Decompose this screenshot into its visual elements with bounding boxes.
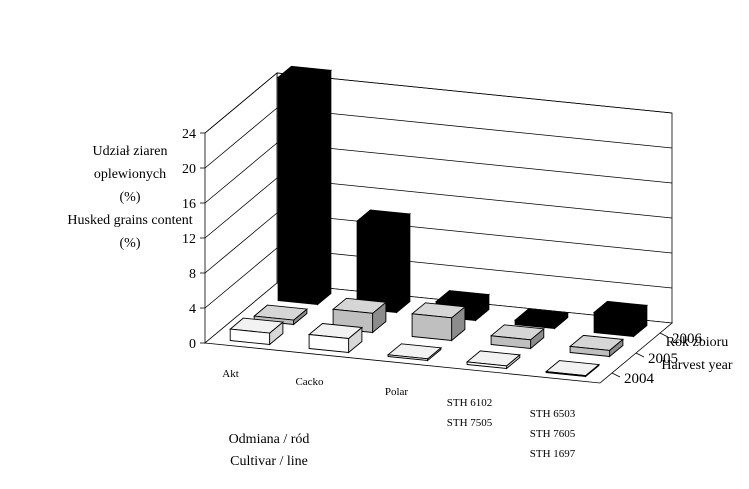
x-tick-label: STH 1697 <box>530 448 576 460</box>
bar-2004-1 <box>307 323 364 354</box>
bar-2006-3 <box>513 308 569 330</box>
gridline <box>204 212 673 274</box>
z-tick-mark <box>635 352 645 358</box>
y-tick-label: 24 <box>182 127 196 142</box>
y-axis-label-line: oplewionych <box>93 167 167 182</box>
bar-2005-3 <box>489 324 545 350</box>
z-tick-mark <box>611 372 621 378</box>
y-axis-label-line: (%) <box>119 190 141 205</box>
gridline <box>204 247 673 309</box>
y-tick-label: 16 <box>182 197 196 212</box>
gridline <box>204 177 673 239</box>
y-axis-label-line: Husked grains content <box>67 213 193 228</box>
gridline <box>204 142 673 204</box>
z-axis-title: Rok zbioru <box>666 335 729 350</box>
bar-2006-0 <box>276 65 333 306</box>
bar-2005-2 <box>410 302 467 342</box>
bar-side <box>317 69 332 306</box>
gridline <box>204 72 673 134</box>
z-axis-title: Harvest year <box>661 358 732 373</box>
bar-front <box>411 313 453 341</box>
bar-2004-4 <box>544 360 601 378</box>
bar-2006-4 <box>592 300 649 338</box>
bar-front <box>277 76 319 305</box>
bar-2006-1 <box>355 209 412 314</box>
bar-front <box>569 345 611 357</box>
y-tick-label: 0 <box>189 337 196 352</box>
bar-front <box>593 311 635 337</box>
bar-2005-4 <box>568 334 625 358</box>
y-axis-label: Udział ziaren oplewionych (%) Husked gra… <box>45 140 215 255</box>
bar-front <box>387 354 429 361</box>
y-axis-label-line: Udział ziaren <box>92 144 168 159</box>
bar-side <box>396 213 411 314</box>
bar-front <box>466 361 508 369</box>
bar-2004-0 <box>229 317 285 346</box>
x-tick-label: Polar <box>385 386 409 398</box>
y-tick-label: 20 <box>182 162 196 177</box>
y-tick-label: 8 <box>189 267 196 282</box>
bar-front <box>229 328 271 345</box>
x-tick-label: Akt <box>222 368 239 380</box>
x-tick-label: Cacko <box>295 376 324 388</box>
z-tick-label: 2006 <box>672 331 703 347</box>
z-tick-label: 2005 <box>648 351 678 367</box>
y-tick-label: 4 <box>189 302 196 317</box>
x-tick-label: STH 6102 <box>447 397 493 409</box>
bar-2004-2 <box>386 343 443 362</box>
bar-front <box>514 319 556 329</box>
x-tick-label: STH 7605 <box>530 428 576 440</box>
x-axis-title: Cultivar / line <box>230 454 308 469</box>
x-tick-label: STH 7505 <box>447 417 493 429</box>
z-tick-label: 2004 <box>624 371 655 387</box>
x-tick-label: STH 6503 <box>530 408 576 420</box>
bar-front <box>356 220 398 313</box>
bar-front <box>308 334 350 353</box>
z-tick-mark <box>659 332 669 338</box>
gridline <box>204 107 673 169</box>
bar-front <box>490 335 532 349</box>
bar-2004-3 <box>465 350 521 370</box>
x-axis-title: Odmiana / ród <box>229 432 310 447</box>
bar-front <box>545 371 587 377</box>
y-tick-label: 12 <box>182 232 196 247</box>
y-axis-label-line: (%) <box>119 236 141 251</box>
